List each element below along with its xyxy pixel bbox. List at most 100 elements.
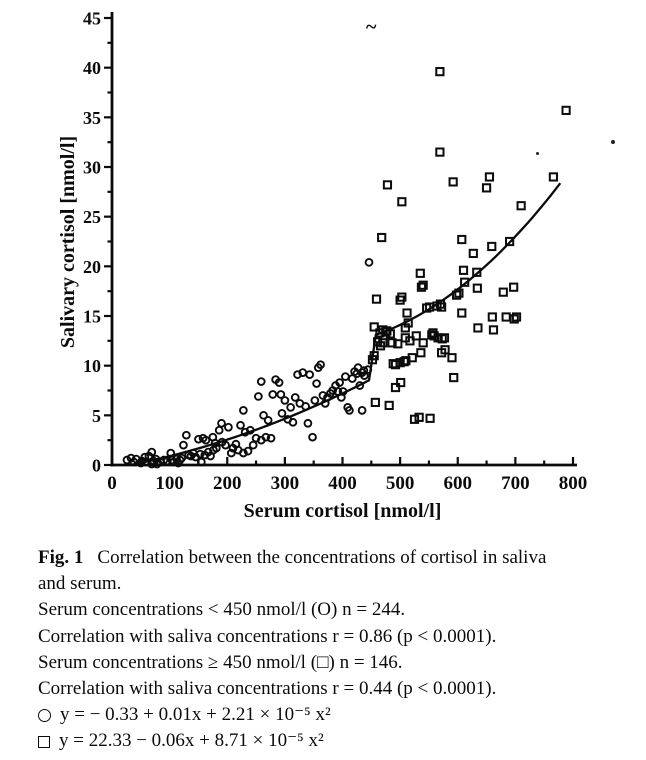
data-point-circle [305,370,315,379]
data-point-circle [363,365,373,374]
data-point-square [405,336,415,346]
data-point-square [396,377,406,388]
data-point-square [402,308,412,318]
data-point-square [484,172,495,182]
data-point-square [509,314,519,324]
data-point-circle [259,410,268,420]
caption-series1-desc: Serum concentrations < 450 nmol/l (O) n … [38,599,406,621]
data-point-circle [355,381,365,390]
caption-series2-corr: Correlation with saliva concentrations r… [38,678,497,700]
square-marker-icon [38,735,50,748]
x-tick-label: 500 [386,473,415,494]
data-point-square [449,372,459,383]
equation-square: y = 22.33 − 0.06x + 8.71 × 10⁻⁵ x² [59,730,324,752]
data-point-circle [268,390,278,399]
data-point-square [511,312,522,322]
data-point-square [390,382,401,393]
data-point-square [509,282,519,292]
data-point-circle [243,446,253,456]
y-tick-label: 20 [83,257,101,277]
data-point-square [415,268,425,278]
data-point-circle [274,378,284,387]
y-tick-label: 0 [92,456,101,476]
data-point-circle [286,403,295,412]
x-axis-label: Serum cortisol [nmol/l] [244,500,442,522]
caption-series1-corr: Correlation with saliva concentrations r… [38,625,497,647]
data-point-circle [236,420,245,430]
data-point-square [384,400,394,410]
scan-artifact-tilde: ~ [366,16,377,38]
scan-artifact-dot [536,152,539,155]
data-point-circle [266,433,276,443]
caption-series2-desc: Serum concentrations ≥ 450 nmol/l (□) n … [38,651,403,673]
y-tick-label: 5 [92,406,101,426]
data-point-square [393,339,403,349]
data-point-circle [310,396,320,405]
data-point-circle [211,443,221,453]
data-point-square [472,267,482,277]
data-point-circle [341,372,350,381]
data-point-circle [181,430,191,440]
data-point-square [387,338,397,348]
y-tick-label: 35 [83,108,101,128]
data-point-circle [364,258,374,267]
data-point-square [447,353,457,363]
data-point-square [481,183,492,193]
data-point-square [371,294,382,304]
data-point-circle [245,425,255,435]
data-point-circle [301,402,310,411]
data-point-circle [288,417,298,427]
data-point-circle [357,406,367,415]
data-point-circle [177,453,187,463]
y-axis-ticks: 0 5 10 15 20 25 30 35 40 45 [83,9,112,476]
data-point-square [501,312,511,322]
data-point-square [435,67,445,77]
data-point-square [390,360,401,370]
data-point-square [468,248,478,259]
data-point-circle [224,422,233,432]
scan-artifact-dot [611,140,615,144]
data-point-circle [256,377,266,386]
x-tick-label: 0 [107,473,117,494]
data-point-square [397,292,407,302]
data-point-square [378,338,388,348]
data-point-circle [254,392,263,401]
data-point-circle [261,432,271,442]
data-point-square [409,414,420,424]
x-tick-label: 400 [328,473,357,494]
data-point-square [498,287,508,297]
y-tick-label: 10 [83,356,101,376]
fit-curve [129,182,562,467]
data-point-square [487,312,497,322]
data-point-circle [316,360,325,370]
data-point-circle [248,440,258,450]
data-point-square [435,147,445,157]
data-point-circle [280,396,290,405]
data-point-square [448,177,458,187]
data-point-square [416,348,426,358]
data-point-circle [179,440,188,450]
x-tick-label: 800 [559,473,588,494]
data-point-circle [201,435,211,445]
caption-title-line1: Correlation between the concentrations o… [97,547,547,568]
data-point-circle [308,432,317,442]
data-point-circle [335,378,344,387]
data-point-circle [195,449,205,459]
data-point-square [418,338,428,348]
data-point-circle [226,448,236,458]
data-point-square [548,172,559,182]
data-point-square [377,232,387,243]
data-point-square [473,323,483,333]
data-point-square [561,105,571,115]
data-point-square [403,318,413,328]
data-point-circle [263,415,273,425]
data-point-circle [290,393,300,402]
data-point-square [414,412,424,422]
data-point-square [457,234,467,245]
y-tick-label: 30 [83,158,101,178]
data-point-circle [140,452,150,462]
data-point-circle [217,418,226,428]
data-point-square [440,345,450,355]
data-point-square [382,180,393,190]
